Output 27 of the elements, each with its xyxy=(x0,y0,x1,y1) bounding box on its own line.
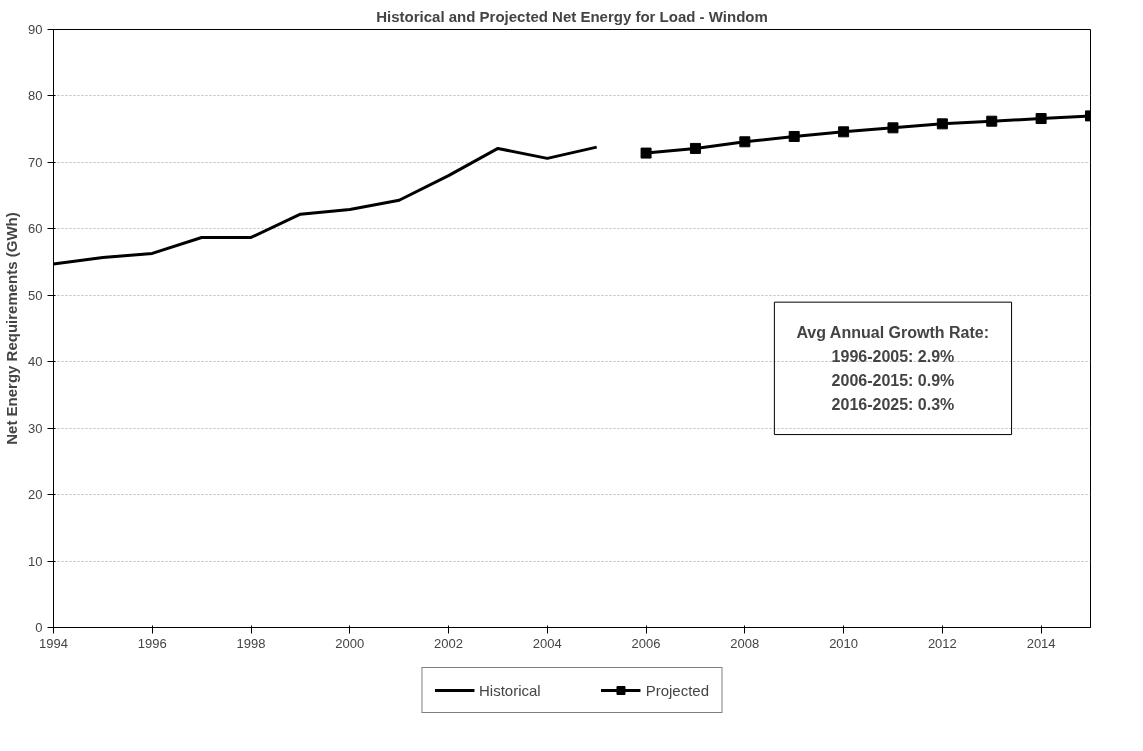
y-tick-label: 30 xyxy=(28,420,43,436)
legend-label: Projected xyxy=(645,681,710,699)
line-series xyxy=(53,145,599,266)
y-tick-label: 60 xyxy=(28,221,43,237)
x-tick-label: 2010 xyxy=(829,635,859,651)
x-tick-label: 2012 xyxy=(927,635,957,651)
y-tick-label: 80 xyxy=(28,88,43,104)
x-tick-label: 2004 xyxy=(532,635,562,651)
y-tick-label: 90 xyxy=(28,22,43,37)
chart-title: Historical and Projected Net Energy for Load - Windom xyxy=(376,7,768,25)
x-tick-label: 1998 xyxy=(236,635,266,651)
x-tick-label: 2006 xyxy=(631,635,661,651)
x-tick-label: 2014 xyxy=(1026,635,1056,651)
y-tick-label: 0 xyxy=(35,620,43,635)
legend-label: Historical xyxy=(478,681,541,699)
x-tick-label: 2008 xyxy=(730,635,760,651)
x-tick-label: 2002 xyxy=(434,635,464,651)
y-tick-label: 50 xyxy=(28,287,43,303)
x-tick-label: 1994 xyxy=(39,635,68,651)
y-tick-label: 20 xyxy=(28,487,43,503)
y-axis-title: Net Energy Requirements (GWh) xyxy=(3,212,21,445)
y-tick-label: 70 xyxy=(28,154,43,170)
y-tick-label: 10 xyxy=(28,553,43,569)
x-tick-label: 1996 xyxy=(137,635,167,651)
y-tick-label: 40 xyxy=(28,354,43,370)
x-tick-label: 2000 xyxy=(335,635,365,651)
annotation: Avg Annual Growth Rate: 1996-2005: 2.9% 2006-2015: 0.9% 2016-2025: 0.3% xyxy=(796,324,989,413)
